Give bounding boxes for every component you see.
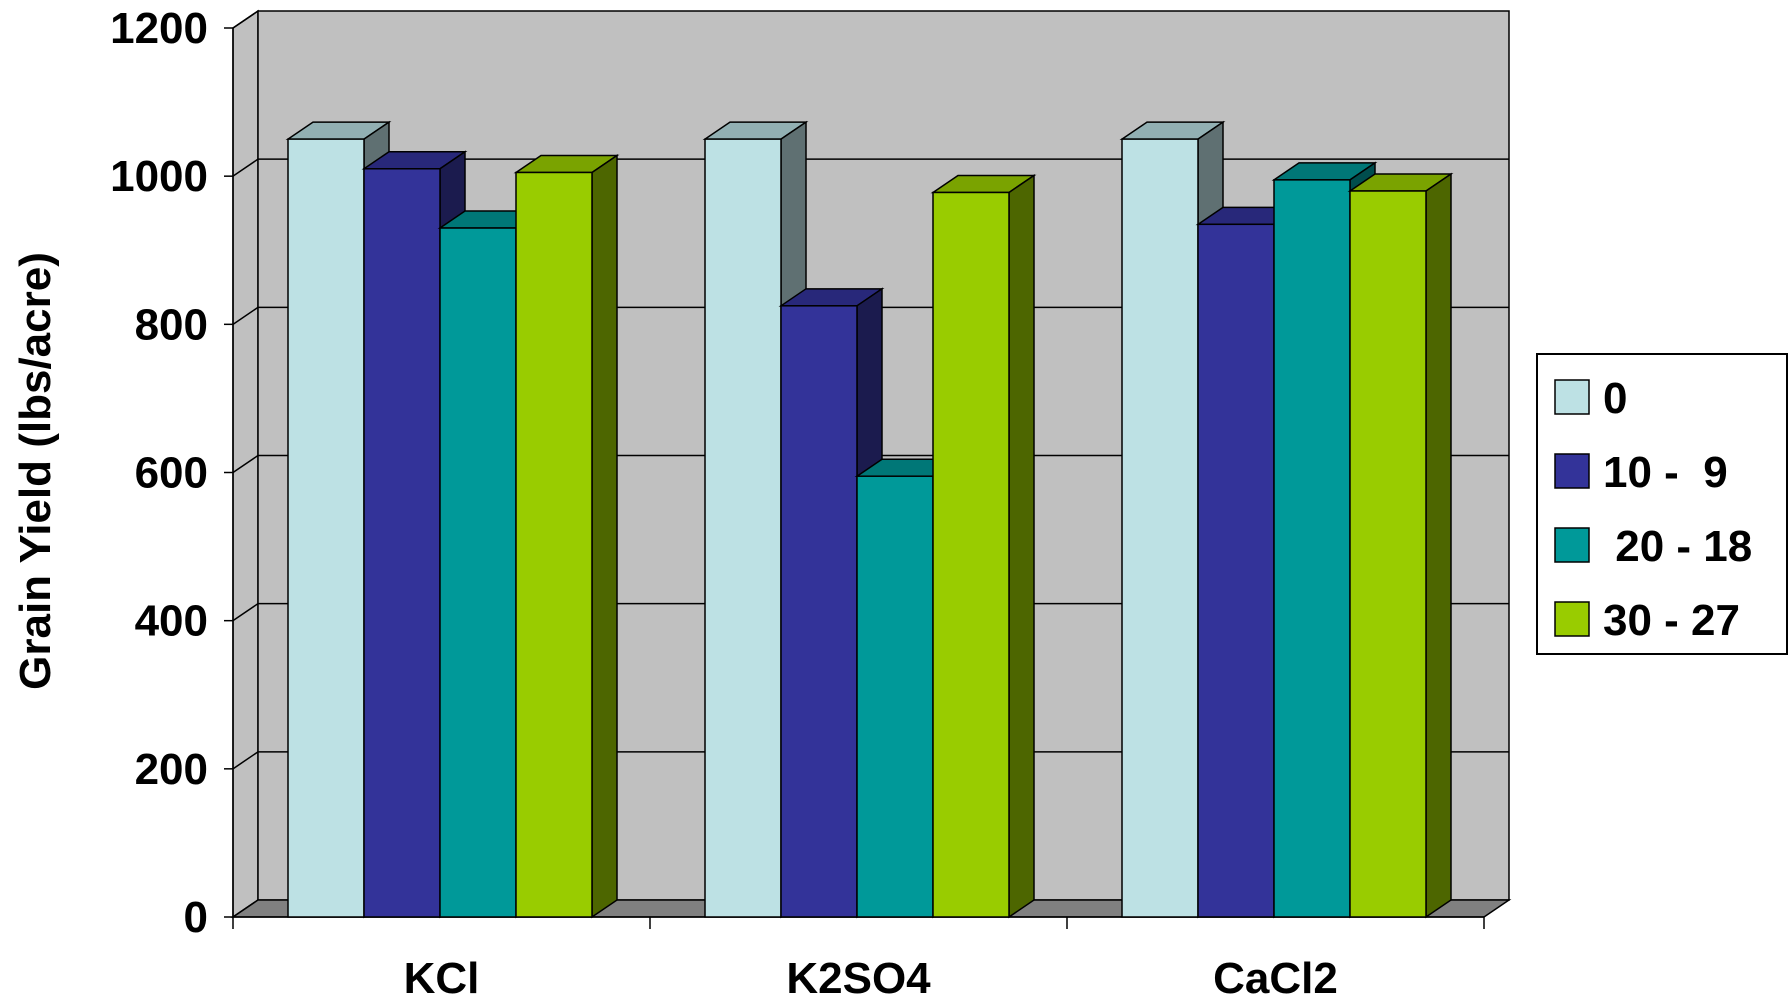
- bar-front: [439, 227, 517, 918]
- legend-swatch: [1554, 601, 1590, 637]
- bar-front: [856, 475, 934, 918]
- y-axis-title: Grain Yield (lbs/acre): [11, 252, 60, 690]
- legend-swatch: [1554, 453, 1590, 489]
- x-category-label: K2SO4: [786, 954, 931, 999]
- bar-side: [1425, 172, 1452, 919]
- bar-side: [591, 154, 618, 919]
- y-tick-label: 800: [135, 300, 208, 349]
- gridline-depth: [232, 751, 259, 770]
- gridline-depth: [232, 603, 259, 622]
- bar-front: [704, 138, 782, 918]
- bar-front: [1349, 190, 1427, 918]
- x-category-label: CaCl2: [1213, 954, 1338, 999]
- bar-front: [1273, 179, 1351, 918]
- gridline-depth: [232, 10, 259, 29]
- bar-front: [287, 138, 365, 918]
- bar-front: [780, 305, 858, 918]
- x-category-label: KCl: [404, 954, 480, 999]
- bar: [778, 287, 885, 919]
- legend: 0 10 - 9 20 - 18 30 - 27: [1536, 353, 1788, 655]
- bar: [930, 174, 1037, 919]
- bar-front: [1197, 223, 1275, 918]
- gridline-depth: [232, 158, 259, 177]
- gridline-depth: [232, 454, 259, 474]
- bar: [513, 154, 620, 919]
- plot-area: 0 200 400 600 800 1000 1200 KCl K2SO4 CaCl2: [110, 4, 1512, 999]
- bar-front: [932, 191, 1010, 918]
- y-tick-label: 400: [135, 597, 208, 646]
- legend-swatch: [1554, 379, 1590, 415]
- bar-front: [363, 168, 441, 918]
- legend-label: 30 - 27: [1603, 596, 1740, 645]
- legend-swatch: [1554, 527, 1590, 563]
- gridline-depth: [232, 306, 259, 325]
- y-tick-label: 1200: [110, 4, 208, 53]
- y-tick-label: 1000: [110, 152, 208, 201]
- legend-label: 0: [1603, 374, 1627, 423]
- bar: [1347, 172, 1454, 919]
- bar-front: [1121, 138, 1199, 918]
- bar-side: [1008, 174, 1035, 919]
- y-tick-label: 600: [135, 449, 208, 498]
- legend-label: 20 - 18: [1603, 522, 1752, 571]
- y-tick-label: 0: [184, 893, 208, 942]
- y-tick-label: 200: [135, 745, 208, 794]
- bar-front: [515, 171, 593, 918]
- legend-label: 10 - 9: [1603, 448, 1728, 497]
